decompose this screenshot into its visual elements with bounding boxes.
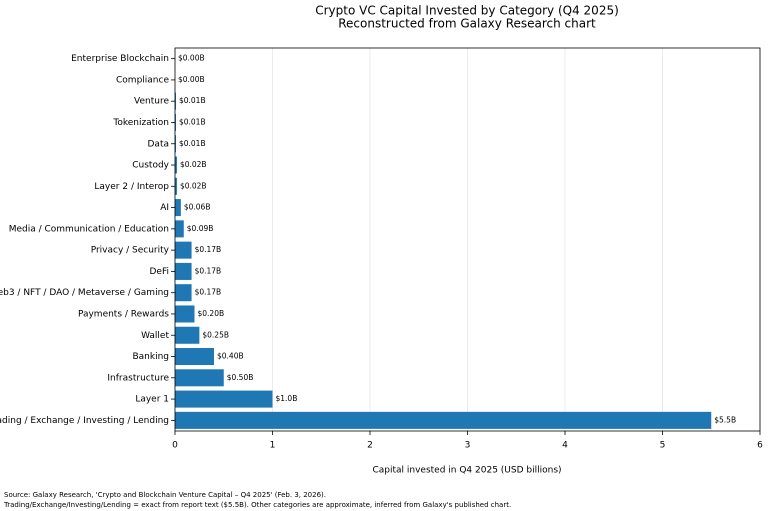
value-label: $0.00B xyxy=(178,75,205,84)
value-label: $0.09B xyxy=(187,224,214,233)
y-tick-label: Enterprise Blockchain xyxy=(71,54,169,64)
bar xyxy=(175,220,184,238)
value-label: $0.06B xyxy=(184,203,211,212)
y-tick-label: Web3 / NFT / DAO / Metaverse / Gaming xyxy=(0,288,169,298)
y-tick-label: Media / Communication / Education xyxy=(9,224,169,234)
x-tick-label: 6 xyxy=(757,441,763,451)
bar xyxy=(175,262,192,280)
value-label: $0.01B xyxy=(179,139,206,148)
bar xyxy=(175,390,273,408)
bar xyxy=(175,411,712,429)
x-tick-label: 4 xyxy=(562,441,568,451)
y-tick-label: Custody xyxy=(132,161,169,171)
y-tick-label: Tokenization xyxy=(112,118,169,128)
chart-subtitle: Reconstructed from Galaxy Research chart xyxy=(338,17,596,31)
value-label: $5.5B xyxy=(714,415,736,424)
y-tick-label: Compliance xyxy=(116,75,169,85)
y-tick-label: Infrastructure xyxy=(107,373,169,383)
footnote: Trading/Exchange/Investing/Lending = exa… xyxy=(3,501,511,509)
value-label: $0.40B xyxy=(217,352,244,361)
y-tick-label: Layer 2 / Interop xyxy=(94,182,169,192)
bar xyxy=(175,177,177,195)
y-tick-label: Venture xyxy=(134,97,169,107)
x-tick-label: 2 xyxy=(367,441,373,451)
y-tick-label: Layer 1 xyxy=(135,395,169,405)
value-label: $0.17B xyxy=(195,245,222,254)
footnote: Source: Galaxy Research, 'Crypto and Blo… xyxy=(4,491,326,499)
x-axis-label: Capital invested in Q4 2025 (USD billion… xyxy=(372,466,561,476)
bar xyxy=(175,326,200,344)
y-tick-label: Privacy / Security xyxy=(91,246,170,256)
bar xyxy=(175,92,176,110)
value-label: $1.0B xyxy=(276,394,298,403)
bar xyxy=(175,348,214,366)
x-tick-label: 3 xyxy=(465,441,471,451)
value-label: $0.00B xyxy=(178,54,205,63)
y-tick-label: Trading / Exchange / Investing / Lending xyxy=(0,416,169,426)
value-label: $0.01B xyxy=(179,96,206,105)
chart-title: Crypto VC Capital Invested by Category (… xyxy=(315,4,619,18)
value-label: $0.02B xyxy=(180,160,207,169)
value-label: $0.01B xyxy=(179,117,206,126)
bar xyxy=(175,113,176,131)
x-tick-label: 1 xyxy=(270,441,276,451)
value-label: $0.50B xyxy=(227,373,254,382)
value-label: $0.25B xyxy=(202,330,229,339)
x-tick-label: 0 xyxy=(172,441,178,451)
y-tick-label: Payments / Rewards xyxy=(78,309,169,319)
y-tick-label: Banking xyxy=(132,352,169,362)
value-label: $0.17B xyxy=(195,288,222,297)
bar xyxy=(175,369,224,387)
value-label: $0.20B xyxy=(198,309,225,318)
x-tick-label: 5 xyxy=(660,441,666,451)
bar xyxy=(175,156,177,174)
y-tick-label: Wallet xyxy=(141,331,169,341)
bar xyxy=(175,284,192,302)
value-label: $0.17B xyxy=(195,266,222,275)
bar xyxy=(175,199,181,217)
bar xyxy=(175,241,192,259)
bar xyxy=(175,135,176,153)
bar xyxy=(175,305,195,323)
y-tick-label: DeFi xyxy=(150,267,170,277)
y-tick-label: AI xyxy=(160,203,169,213)
plot-frame xyxy=(174,47,761,432)
value-label: $0.02B xyxy=(180,181,207,190)
y-tick-label: Data xyxy=(148,139,170,149)
